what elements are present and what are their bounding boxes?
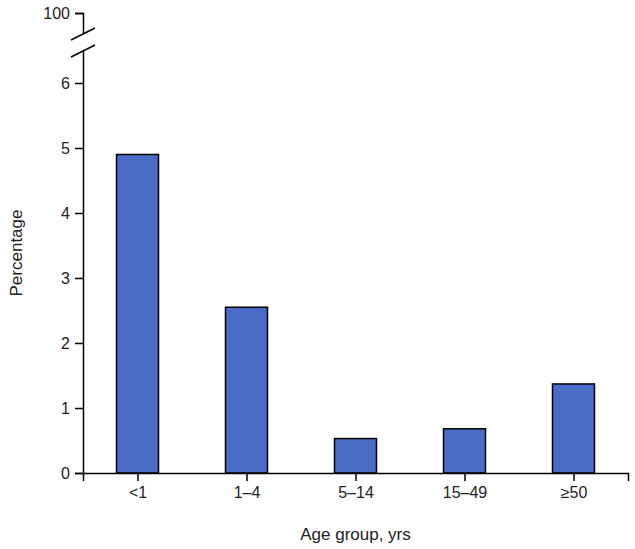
tick-mark bbox=[75, 473, 83, 475]
break-line bbox=[71, 45, 95, 57]
tick-mark bbox=[75, 278, 83, 280]
x-axis: <1 1–4 5–14 15–49 ≥50 bbox=[84, 473, 629, 501]
tick-mark bbox=[464, 473, 466, 481]
y-axis: 0 1 2 3 4 5 6 100 bbox=[43, 5, 83, 482]
break-gap bbox=[71, 28, 95, 57]
tick-label: 3 bbox=[61, 270, 70, 287]
tick: ≥50 bbox=[561, 473, 588, 501]
bar bbox=[117, 155, 159, 474]
tick-mark bbox=[75, 148, 83, 150]
tick: 2 bbox=[61, 335, 83, 352]
x-axis-title: Age group, yrs bbox=[300, 525, 411, 544]
axis-line bbox=[84, 474, 629, 482]
chart: 0 1 2 3 4 5 6 100 <1 1–4 5–14 15–49 ≥50 Age group, yr… bbox=[0, 0, 635, 549]
tick-label: 6 bbox=[61, 75, 70, 92]
tick-mark bbox=[137, 473, 139, 481]
tick-label: 4 bbox=[61, 205, 70, 222]
tick: 5 bbox=[61, 140, 83, 157]
tick: 15–49 bbox=[443, 473, 488, 501]
tick: 100 bbox=[43, 5, 83, 22]
tick: 1–4 bbox=[234, 473, 261, 501]
tick-label: 0 bbox=[61, 465, 70, 482]
tick-mark bbox=[246, 473, 248, 481]
tick: 5–14 bbox=[338, 473, 374, 501]
tick: 4 bbox=[61, 205, 83, 222]
tick-mark bbox=[75, 343, 83, 345]
tick: 3 bbox=[61, 270, 83, 287]
break-line bbox=[71, 28, 95, 40]
tick-label: 2 bbox=[61, 335, 70, 352]
tick-mark bbox=[75, 213, 83, 215]
tick-mark bbox=[355, 473, 357, 481]
tick-label: 1–4 bbox=[234, 484, 261, 501]
y-axis-title: Percentage bbox=[7, 210, 26, 297]
tick-label: <1 bbox=[129, 484, 147, 501]
tick-label: 1 bbox=[61, 400, 70, 417]
bar bbox=[444, 429, 486, 473]
tick: 1 bbox=[61, 400, 83, 417]
axis-break bbox=[71, 28, 95, 57]
tick-mark bbox=[75, 13, 83, 15]
bar bbox=[335, 439, 377, 473]
tick: 0 bbox=[61, 465, 83, 482]
tick-label: 100 bbox=[43, 5, 70, 22]
tick-mark bbox=[75, 83, 83, 85]
tick: <1 bbox=[129, 473, 147, 501]
bar bbox=[553, 384, 595, 473]
axis-line bbox=[75, 14, 84, 474]
tick-label: ≥50 bbox=[561, 484, 588, 501]
tick-label: 15–49 bbox=[443, 484, 488, 501]
tick-label: 5 bbox=[61, 140, 70, 157]
bar bbox=[226, 307, 268, 473]
tick-label: 5–14 bbox=[338, 484, 374, 501]
tick-mark bbox=[573, 473, 575, 481]
tick: 6 bbox=[61, 75, 83, 92]
bars bbox=[117, 155, 595, 474]
tick-mark bbox=[75, 408, 83, 410]
